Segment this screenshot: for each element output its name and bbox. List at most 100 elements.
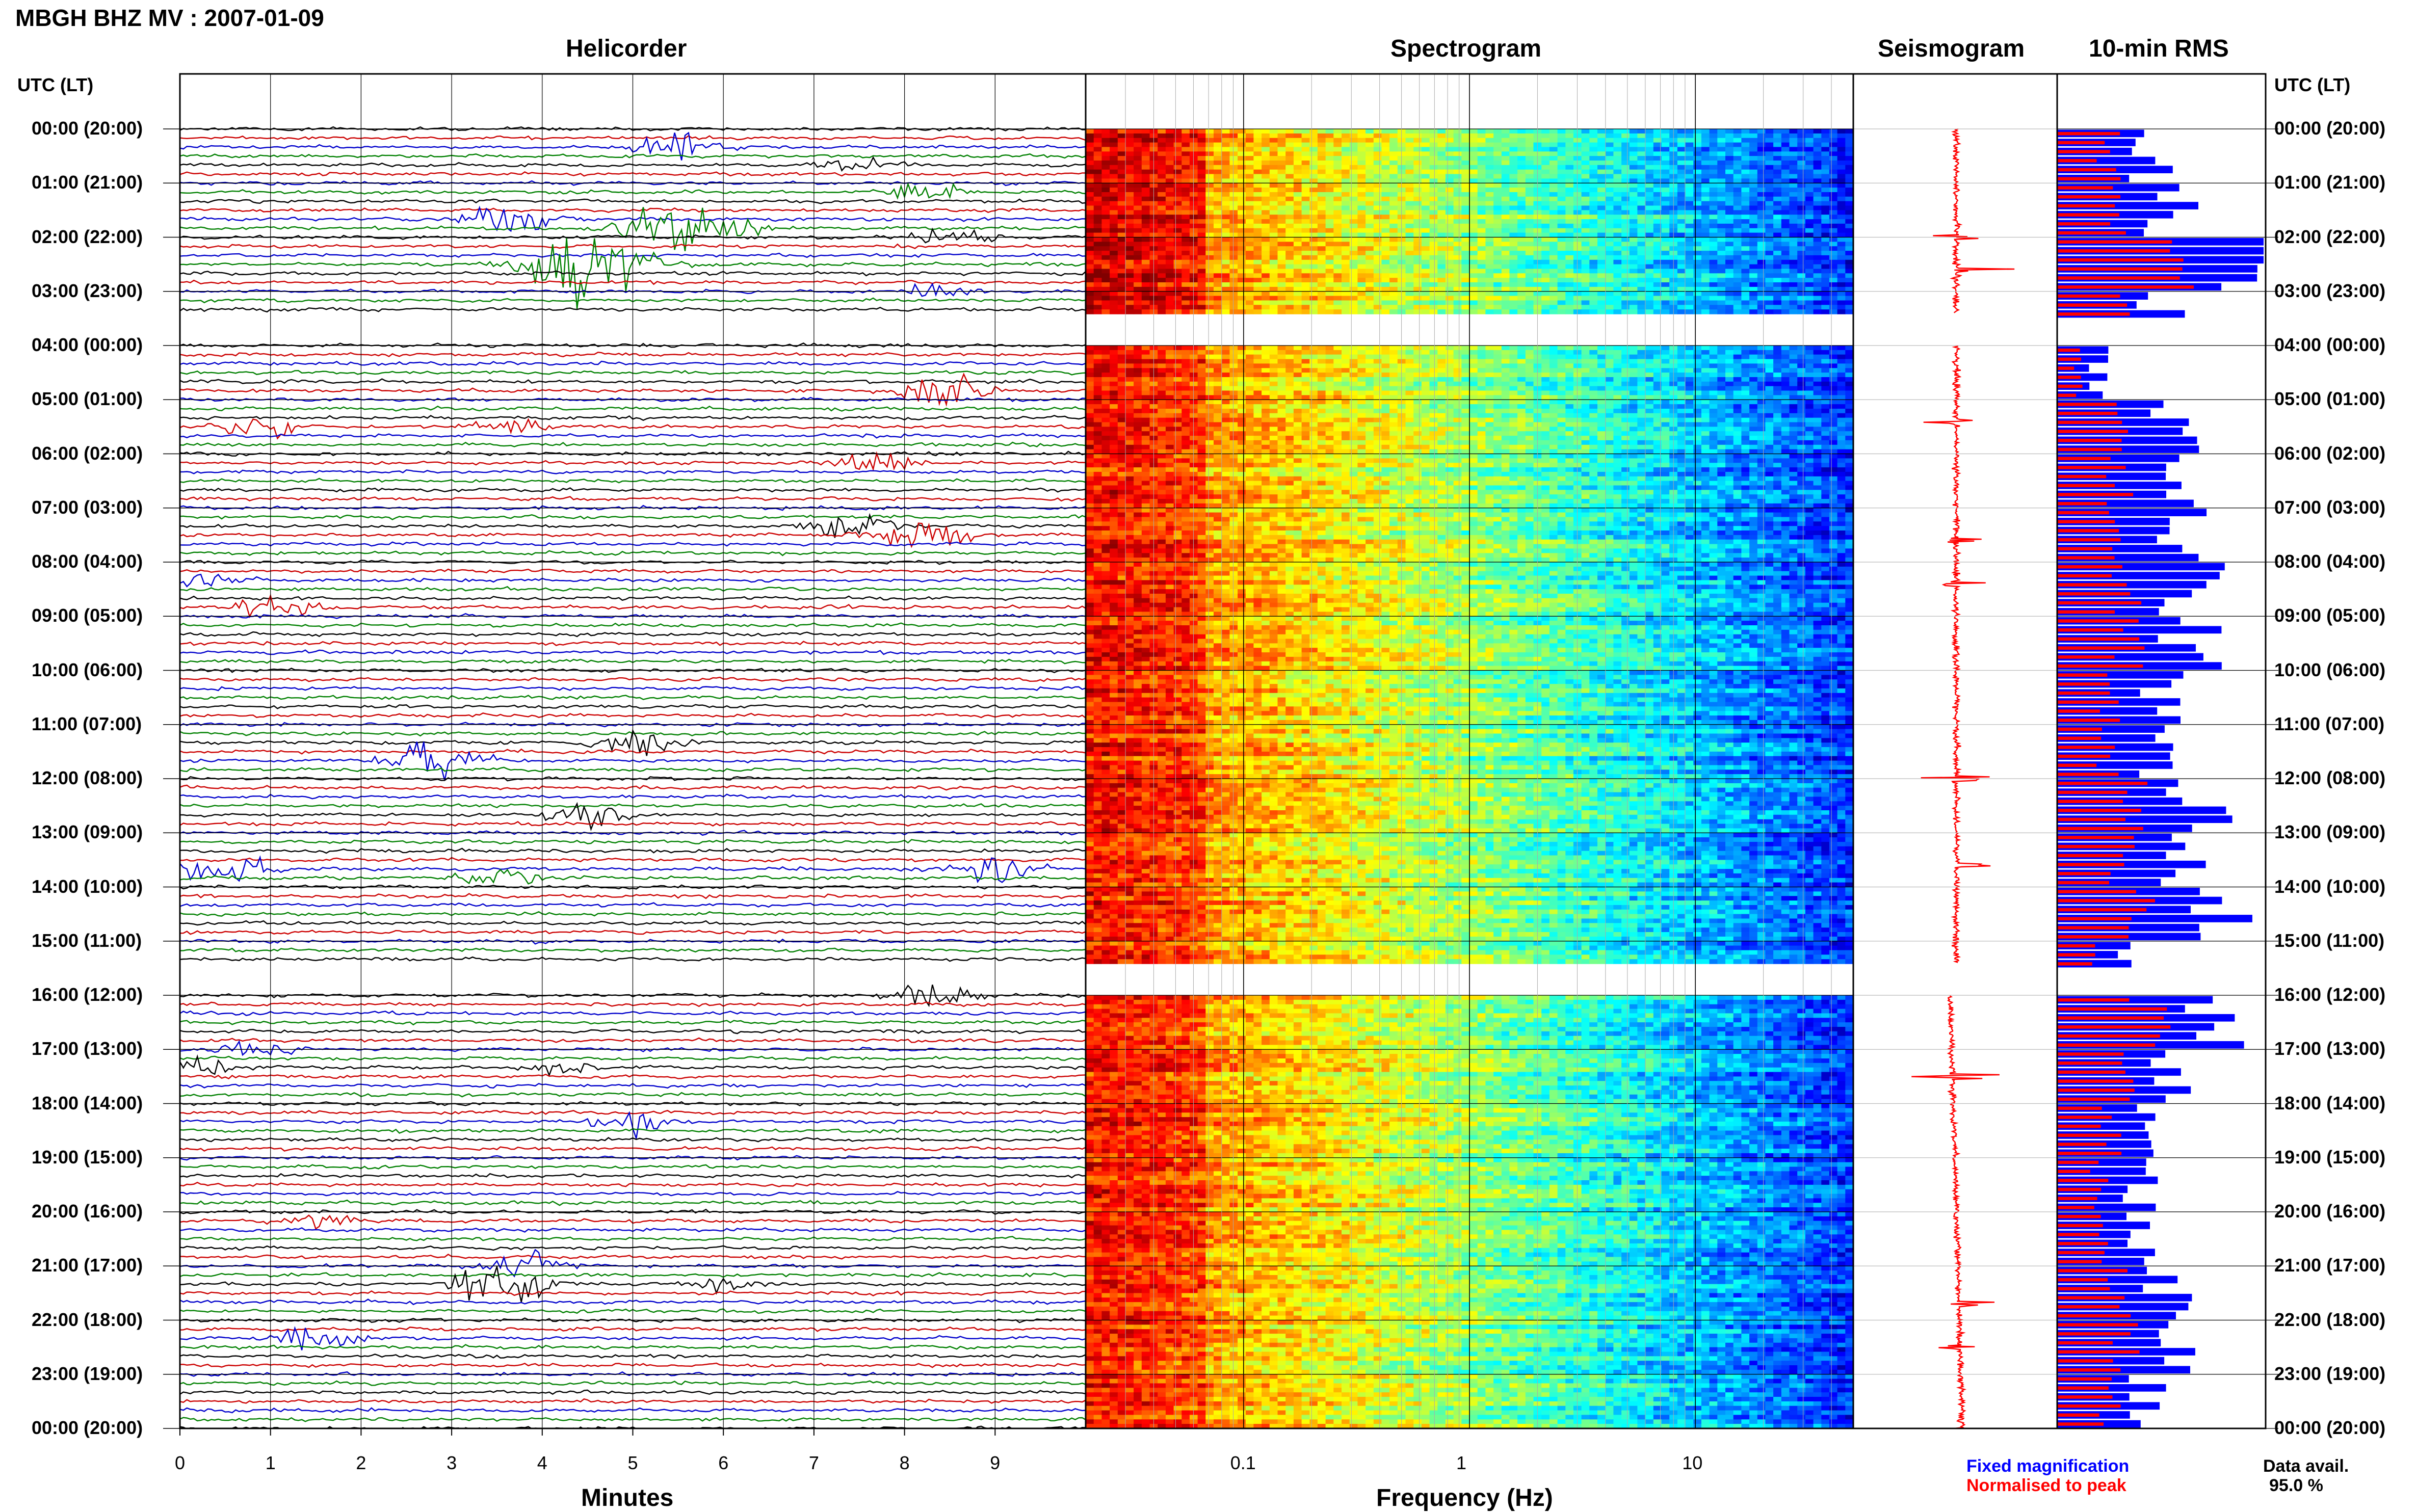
spectrogram-cell xyxy=(1589,165,1597,170)
spectrogram-cell xyxy=(1309,151,1318,156)
spectrogram-cell xyxy=(1422,228,1430,233)
spectrogram-cell xyxy=(1573,165,1582,170)
spectrogram-cell xyxy=(1829,174,1837,179)
spectrogram-cell xyxy=(1558,183,1566,188)
spectrogram-cell xyxy=(1437,188,1446,193)
spectrogram-cell xyxy=(1541,273,1550,278)
spectrogram-cell xyxy=(1190,215,1198,220)
spectrogram-cell xyxy=(1686,170,1694,175)
spectrogram-cell xyxy=(1790,373,1798,378)
spectrogram-cell xyxy=(1565,134,1573,139)
spectrogram-cell xyxy=(1781,251,1790,256)
spectrogram-cell xyxy=(1318,273,1326,278)
spectrogram-cell xyxy=(1158,301,1166,306)
spectrogram-cell xyxy=(1437,305,1446,310)
spectrogram-cell xyxy=(1749,224,1757,229)
spectrogram-cell xyxy=(1406,156,1414,161)
spectrogram-cell xyxy=(1318,170,1326,175)
spectrogram-cell xyxy=(1198,210,1206,215)
spectrogram-cell xyxy=(1526,224,1534,229)
spectrogram-cell xyxy=(1781,134,1790,139)
spectrogram-cell xyxy=(1302,260,1310,265)
spectrogram-cell xyxy=(1573,260,1582,265)
spectrogram-cell xyxy=(1597,170,1606,175)
spectrogram-cell xyxy=(1797,359,1805,364)
spectrogram-cell xyxy=(1606,151,1614,156)
spectrogram-cell xyxy=(1118,291,1126,297)
spectrogram-cell xyxy=(1430,134,1438,139)
spectrogram-cell xyxy=(1365,192,1374,197)
spectrogram-cell xyxy=(1550,296,1558,301)
spectrogram-cell xyxy=(1365,305,1374,310)
spectrogram-cell xyxy=(1158,287,1166,292)
spectrogram-cell xyxy=(1814,346,1822,351)
spectrogram-cell xyxy=(1637,359,1645,364)
spectrogram-cell xyxy=(1517,264,1526,270)
spectrogram-cell xyxy=(1701,210,1710,215)
spectrogram-cell xyxy=(1749,233,1757,238)
spectrogram-cell xyxy=(1181,368,1190,373)
spectrogram-cell xyxy=(1222,391,1230,396)
spectrogram-cell xyxy=(1765,206,1773,211)
spectrogram-cell xyxy=(1797,255,1805,260)
spectrogram-cell xyxy=(1637,377,1645,382)
spectrogram-cell xyxy=(1621,296,1630,301)
spectrogram-cell xyxy=(1270,143,1278,148)
spectrogram-cell xyxy=(1757,246,1766,251)
spectrogram-cell xyxy=(1837,350,1846,355)
spectrogram-cell xyxy=(1461,291,1469,297)
spectrogram-cell xyxy=(1630,138,1638,143)
spectrogram-cell xyxy=(1613,138,1621,143)
spectrogram-cell xyxy=(1446,242,1454,247)
spectrogram-cell xyxy=(1845,215,1853,220)
spectrogram-cell xyxy=(1805,134,1814,139)
spectrogram-cell xyxy=(1446,255,1454,260)
spectrogram-cell xyxy=(1270,264,1278,270)
spectrogram-cell xyxy=(1734,192,1742,197)
spectrogram-cell xyxy=(1285,305,1294,310)
spectrogram-cell xyxy=(1565,350,1573,355)
spectrogram-cell xyxy=(1118,224,1126,229)
spectrogram-cell xyxy=(1829,192,1837,197)
spectrogram-cell xyxy=(1437,165,1446,170)
spectrogram-cell xyxy=(1565,206,1573,211)
spectrogram-cell xyxy=(1502,170,1510,175)
spectrogram-cell xyxy=(1461,282,1469,287)
spectrogram-cell xyxy=(1565,291,1573,297)
spectrogram-cell xyxy=(1613,386,1621,391)
spectrogram-cell xyxy=(1757,210,1766,215)
spectrogram-cell xyxy=(1621,206,1630,211)
spectrogram-cell xyxy=(1246,138,1254,143)
spectrogram-cell xyxy=(1573,201,1582,206)
spectrogram-cell xyxy=(1333,255,1342,260)
spectrogram-cell xyxy=(1110,273,1118,278)
spectrogram-cell xyxy=(1342,282,1350,287)
spectrogram-cell xyxy=(1166,129,1174,134)
spectrogram-cell xyxy=(1493,309,1502,314)
spectrogram-cell xyxy=(1829,215,1837,220)
spectrogram-cell xyxy=(1101,296,1110,301)
spectrogram-cell xyxy=(1205,255,1214,260)
spectrogram-cell xyxy=(1430,224,1438,229)
spectrogram-cell xyxy=(1797,346,1805,351)
spectrogram-cell xyxy=(1174,246,1182,251)
spectrogram-cell xyxy=(1469,287,1478,292)
spectrogram-cell xyxy=(1693,287,1701,292)
spectrogram-cell xyxy=(1253,260,1262,265)
spectrogram-cell xyxy=(1342,269,1350,274)
spectrogram-cell xyxy=(1181,201,1190,206)
spectrogram-cell xyxy=(1710,147,1718,152)
spectrogram-cell xyxy=(1174,278,1182,283)
spectrogram-cell xyxy=(1461,129,1469,134)
spectrogram-cell xyxy=(1550,228,1558,233)
spectrogram-cell xyxy=(1485,183,1493,188)
spectrogram-cell xyxy=(1829,197,1837,202)
spectrogram-cell xyxy=(1773,309,1781,314)
spectrogram-cell xyxy=(1318,233,1326,238)
spectrogram-cell xyxy=(1214,161,1222,166)
spectrogram-cell xyxy=(1285,260,1294,265)
spectrogram-cell xyxy=(1701,359,1710,364)
spectrogram-cell xyxy=(1790,264,1798,270)
spectrogram-cell xyxy=(1238,156,1246,161)
spectrogram-cell xyxy=(1198,233,1206,238)
